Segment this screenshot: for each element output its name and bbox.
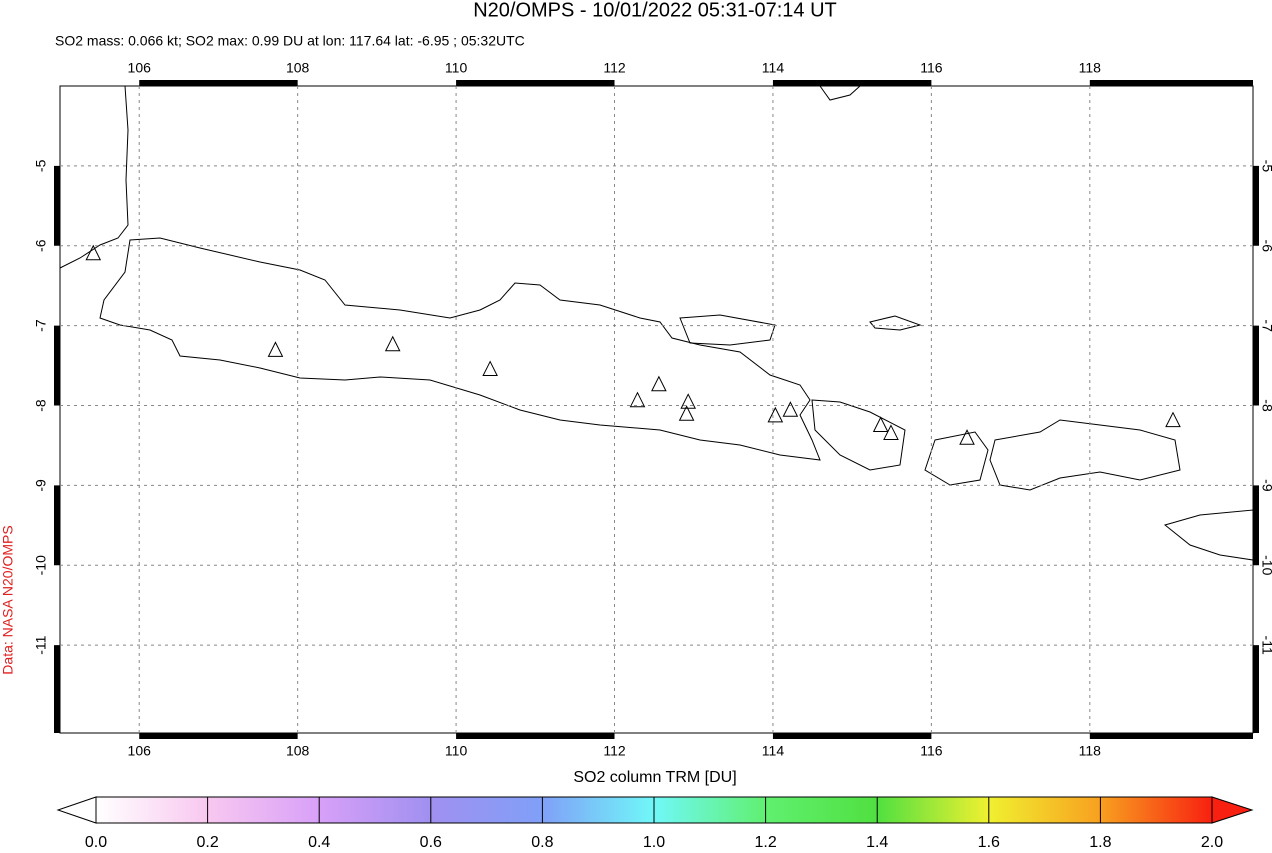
frame-bar — [772, 733, 932, 739]
x-tick-label: 112 — [603, 743, 626, 759]
colorbar-tick-label: 1.0 — [643, 834, 665, 851]
colorbar-over-arrow — [1211, 796, 1254, 824]
coastline — [1163, 509, 1254, 561]
volcano-marker — [1165, 411, 1181, 428]
map-frame — [59, 85, 1254, 734]
coastline — [869, 315, 922, 331]
frame-bar — [54, 645, 60, 733]
frame-bar — [772, 80, 932, 86]
y-tick-label: -7 — [1259, 319, 1272, 332]
frame-bar — [54, 325, 60, 406]
colorbar-tick-label: 0.6 — [420, 834, 442, 851]
volcano-marker — [872, 416, 889, 432]
coastline — [59, 85, 129, 269]
colorbar-tick-label: 0.2 — [196, 834, 218, 851]
y-tick-label: -6 — [1259, 240, 1272, 253]
subtitle: SO2 mass: 0.066 kt; SO2 max: 0.99 DU at … — [55, 33, 525, 49]
colorbar-tick-label: 0.8 — [531, 834, 553, 851]
frame-bar — [1089, 733, 1253, 739]
y-tick-label: -11 — [33, 635, 49, 654]
frame-bar — [1253, 645, 1259, 733]
x-tick-label: 114 — [762, 743, 785, 759]
frame-bar — [54, 485, 60, 566]
volcano-marker — [678, 405, 695, 421]
x-tick-label: 118 — [1079, 743, 1102, 759]
volcano-marker — [767, 406, 784, 423]
y-tick-label: -5 — [1259, 160, 1272, 173]
y-tick-label: -10 — [1259, 555, 1272, 575]
colorbar-under-arrow — [56, 796, 97, 824]
coastline — [819, 85, 861, 101]
y-tick-label: -9 — [1259, 479, 1272, 492]
x-tick-label: 110 — [445, 60, 468, 76]
x-tick-label: 108 — [286, 743, 310, 759]
title: N20/OMPS - 10/01/2022 05:31-07:14 UT — [473, 0, 837, 21]
x-tick-label: 118 — [1079, 60, 1102, 76]
volcano-marker — [384, 335, 401, 352]
coastline — [989, 419, 1181, 491]
frame-bar — [139, 733, 298, 739]
side-label: Data: NASA N20/OMPS — [0, 525, 16, 674]
colorbar-tick-label: 2.0 — [1201, 834, 1223, 851]
y-tick-label: -10 — [33, 555, 49, 575]
volcano-marker — [85, 244, 102, 261]
colorbar-label: SO2 column TRM [DU] — [573, 769, 736, 786]
y-tick-label: -8 — [33, 399, 49, 412]
frame-bar — [139, 80, 298, 86]
colorbar-tick-label: 1.4 — [866, 834, 888, 851]
volcano-marker — [883, 424, 899, 440]
colorbar-tick-label: 0.4 — [308, 834, 330, 851]
y-tick-label: -8 — [1259, 399, 1272, 412]
x-tick-label: 106 — [128, 60, 152, 76]
volcano-marker — [629, 391, 646, 408]
x-tick-label: 110 — [445, 743, 468, 759]
volcano-marker — [782, 401, 799, 417]
y-tick-label: -11 — [1259, 636, 1272, 655]
x-tick-label: 106 — [128, 743, 152, 759]
x-tick-label: 116 — [920, 60, 943, 76]
coastline — [679, 314, 776, 346]
colorbar-tick-label: 1.2 — [754, 834, 776, 851]
colorbar-tick-label: 1.8 — [1089, 834, 1111, 851]
colorbar-tick-label: 0.0 — [85, 834, 107, 851]
y-tick-label: -9 — [33, 479, 49, 492]
y-tick-label: -5 — [33, 159, 49, 172]
frame-bar — [1253, 325, 1259, 406]
coastline — [811, 399, 906, 471]
colorbar-tick-label: 1.6 — [978, 834, 1000, 851]
frame-bar — [1089, 80, 1253, 86]
coastline — [99, 237, 821, 461]
frame-bar — [456, 80, 615, 86]
frame-bar — [1253, 485, 1259, 566]
volcano-marker — [959, 429, 975, 445]
x-tick-label: 114 — [762, 60, 785, 76]
map-area — [59, 85, 1254, 561]
volcano-marker — [651, 375, 667, 392]
frame-bar — [456, 733, 615, 739]
coastline — [924, 431, 989, 486]
frame-bar — [1253, 165, 1259, 246]
y-tick-label: -7 — [33, 319, 49, 332]
x-tick-label: 108 — [286, 60, 310, 76]
y-tick-label: -6 — [33, 239, 49, 252]
frame-bar — [54, 165, 60, 246]
volcano-marker — [267, 341, 284, 357]
volcano-marker — [482, 360, 498, 377]
x-tick-label: 112 — [603, 60, 626, 76]
volcano-marker — [680, 393, 696, 409]
x-tick-label: 116 — [920, 743, 943, 759]
